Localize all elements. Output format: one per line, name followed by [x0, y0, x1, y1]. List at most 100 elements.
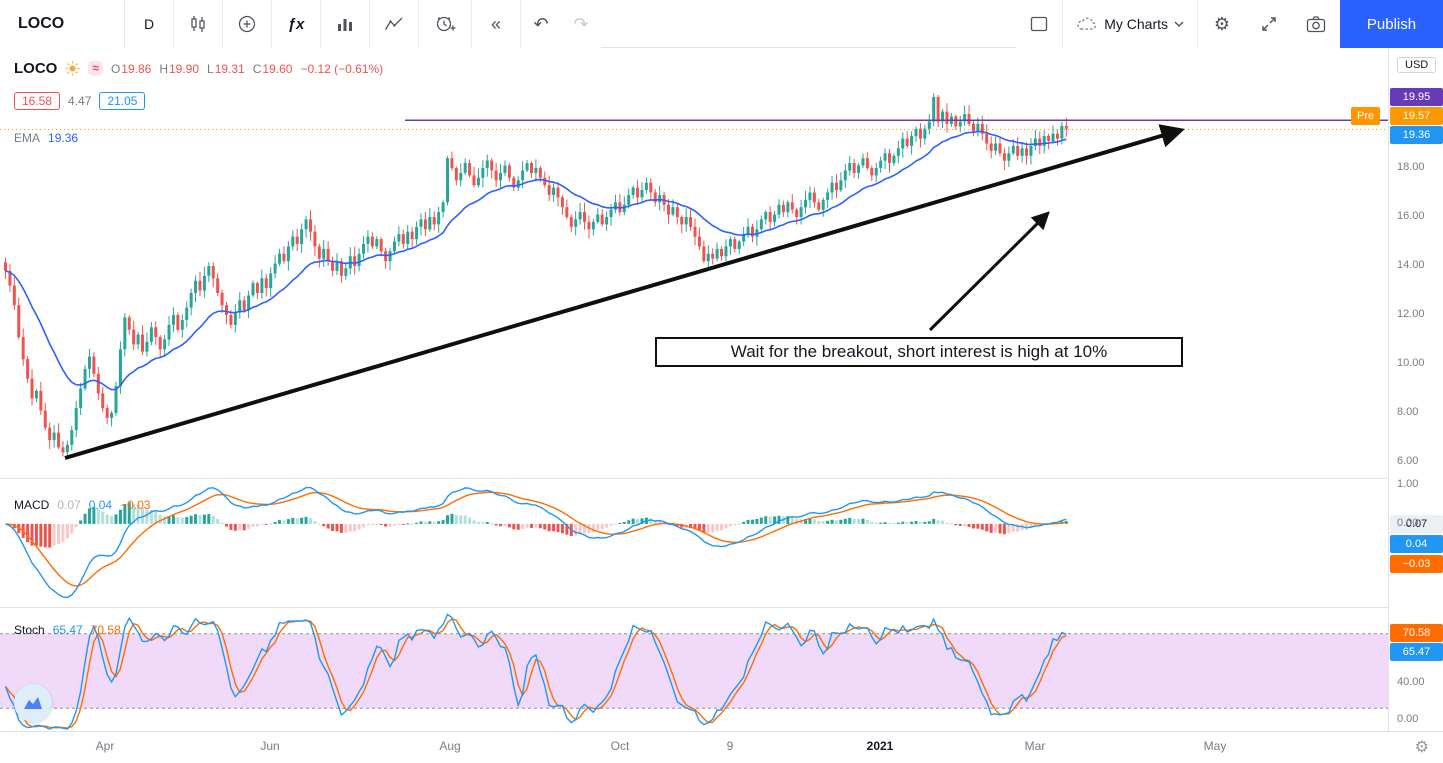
candlestick-style-icon — [188, 14, 208, 34]
price-scale[interactable]: USD 19.95 19.57 19.36 0.07 0.04 −0.03 70… — [1388, 48, 1443, 731]
scale-tick-label: 40.00 — [1397, 676, 1425, 689]
symbol-search-button[interactable]: LOCO — [0, 0, 124, 48]
premarket-sun-icon — [65, 61, 80, 76]
chart-settings-button[interactable]: ⚙ — [1198, 0, 1246, 48]
stoch-k-badge: 65.47 — [1390, 642, 1443, 661]
scale-tick-label: 0.00 — [1397, 516, 1419, 529]
macd-main-line — [5, 486, 1067, 599]
indicators-button[interactable]: ƒx — [272, 0, 320, 48]
macd-label[interactable]: MACD — [14, 498, 50, 512]
resistance-price-badge: 19.95 — [1390, 88, 1443, 106]
scale-tick-label: 8.00 — [1397, 406, 1419, 418]
arrow-drawing[interactable] — [928, 211, 1050, 332]
macd-signal-badge: −0.03 — [1390, 554, 1443, 573]
range-high-box: 21.05 — [99, 92, 146, 110]
stoch-d-line — [4, 618, 1067, 729]
toolbar-right-group: My Charts ⚙ Publish — [1016, 0, 1443, 48]
toolbar-separator — [222, 0, 223, 48]
top-toolbar: LOCO D ƒx « ↶ ↷ My Char — [0, 0, 1443, 48]
ema-legend-row: EMA 19.36 — [14, 131, 78, 145]
time-axis-label: 9 — [726, 739, 734, 753]
scale-tick-label: 0.00 — [1397, 713, 1419, 725]
stoch-label[interactable]: Stoch — [14, 623, 45, 637]
toolbar-separator — [520, 0, 521, 48]
macd-signal-value: −0.03 — [120, 498, 151, 512]
screenshot-button[interactable] — [1292, 0, 1340, 48]
annotation-text-box[interactable]: Wait for the breakout, short interest is… — [655, 337, 1183, 367]
close-label: C — [252, 61, 262, 76]
scale-tick-label: 10.00 — [1397, 357, 1425, 369]
time-axis-label: 2021 — [866, 739, 894, 753]
fullscreen-button[interactable] — [1246, 0, 1292, 48]
macd-pane — [5, 486, 1068, 599]
mountain-chart-icon — [23, 696, 43, 710]
layout-select-button[interactable] — [1016, 0, 1063, 48]
trendline-drawing[interactable] — [64, 124, 1185, 460]
tradingview-logo-button[interactable] — [14, 684, 52, 722]
premarket-price-badge: 19.57 — [1390, 107, 1443, 125]
compare-add-symbol-button[interactable] — [223, 0, 271, 48]
toolbar-separator — [1197, 0, 1198, 48]
interval-button[interactable]: D — [125, 0, 173, 48]
ema-label[interactable]: EMA — [14, 131, 41, 145]
macd-hist-badge: 0.07 — [1390, 514, 1443, 533]
chart-style-button[interactable] — [174, 0, 222, 48]
columns-icon — [336, 15, 354, 33]
stoch-pane — [0, 613, 1388, 730]
legend-symbol[interactable]: LOCO — [14, 60, 58, 77]
publish-button[interactable]: Publish — [1340, 0, 1443, 48]
chart-svg[interactable] — [0, 48, 1388, 731]
macd-legend-row: MACD 0.07 0.04 −0.03 — [14, 498, 150, 512]
undo-button[interactable]: ↶ — [521, 0, 561, 48]
line-tools-button[interactable] — [370, 0, 418, 48]
stoch-d-value: 70.58 — [90, 623, 121, 637]
premarket-chip: Pre — [1351, 107, 1381, 125]
currency-toggle[interactable]: USD — [1397, 57, 1437, 73]
toolbar-separator — [271, 0, 272, 48]
ema-price-badge: 19.36 — [1390, 126, 1443, 144]
time-axis-label: Mar — [1024, 739, 1046, 753]
time-axis-label: Aug — [439, 739, 461, 753]
axis-settings-gear-icon[interactable]: ⚙ — [1414, 739, 1429, 756]
low-label: L — [207, 61, 214, 76]
toolbar-separator — [124, 0, 125, 48]
create-alert-button[interactable] — [419, 0, 471, 48]
time-axis-label: Jun — [260, 739, 280, 753]
fullscreen-arrows-icon — [1260, 15, 1278, 33]
scale-tick-label: 12.00 — [1397, 308, 1425, 320]
ema-value: 19.36 — [48, 131, 79, 145]
stoch-k-value: 65.47 — [52, 623, 83, 637]
scale-tick-label: 16.00 — [1397, 210, 1425, 222]
toolbar-separator — [1062, 0, 1064, 48]
ema-line[interactable] — [5, 130, 1067, 391]
zigzag-line-icon — [384, 16, 404, 32]
toolbar-separator — [320, 0, 321, 48]
stoch-d-badge: 70.58 — [1390, 623, 1443, 642]
toolbar-separator — [369, 0, 370, 48]
time-axis[interactable]: ⚙ Apr Jun Aug Oct 9 2021 Mar May — [0, 731, 1443, 763]
my-charts-button[interactable]: My Charts — [1063, 0, 1197, 48]
high-value: 19.90 — [168, 61, 200, 76]
macd-signal-line — [5, 491, 1067, 587]
time-axis-label: May — [1203, 739, 1227, 753]
redo-button[interactable]: ↷ — [561, 0, 601, 48]
close-value: 19.60 — [262, 61, 293, 76]
range-mid-value: 4.47 — [68, 94, 92, 108]
toolbar-separator — [471, 0, 472, 48]
high-label: H — [159, 61, 168, 76]
cloud-icon — [1076, 16, 1098, 32]
pane-separator-macd[interactable] — [0, 478, 1443, 479]
toolbar-separator — [173, 0, 174, 48]
levels-legend-row: 16.58 4.47 21.05 — [14, 92, 146, 110]
change-value: −0.12 (−0.61%) — [300, 61, 384, 76]
main-chart-canvas[interactable]: LOCO ≈ O 19.86 H 19.90 L 19.31 C 19.60 −0.12… — [0, 48, 1388, 731]
macd-line-badge: 0.04 — [1390, 534, 1443, 553]
pane-separator-stoch[interactable] — [0, 607, 1443, 608]
open-label: O — [110, 61, 121, 76]
templates-button[interactable] — [321, 0, 369, 48]
layout-square-icon — [1029, 15, 1049, 33]
bar-replay-button[interactable]: « — [472, 0, 520, 48]
price-pane — [0, 93, 1388, 458]
macd-line-value: 0.04 — [88, 498, 113, 512]
